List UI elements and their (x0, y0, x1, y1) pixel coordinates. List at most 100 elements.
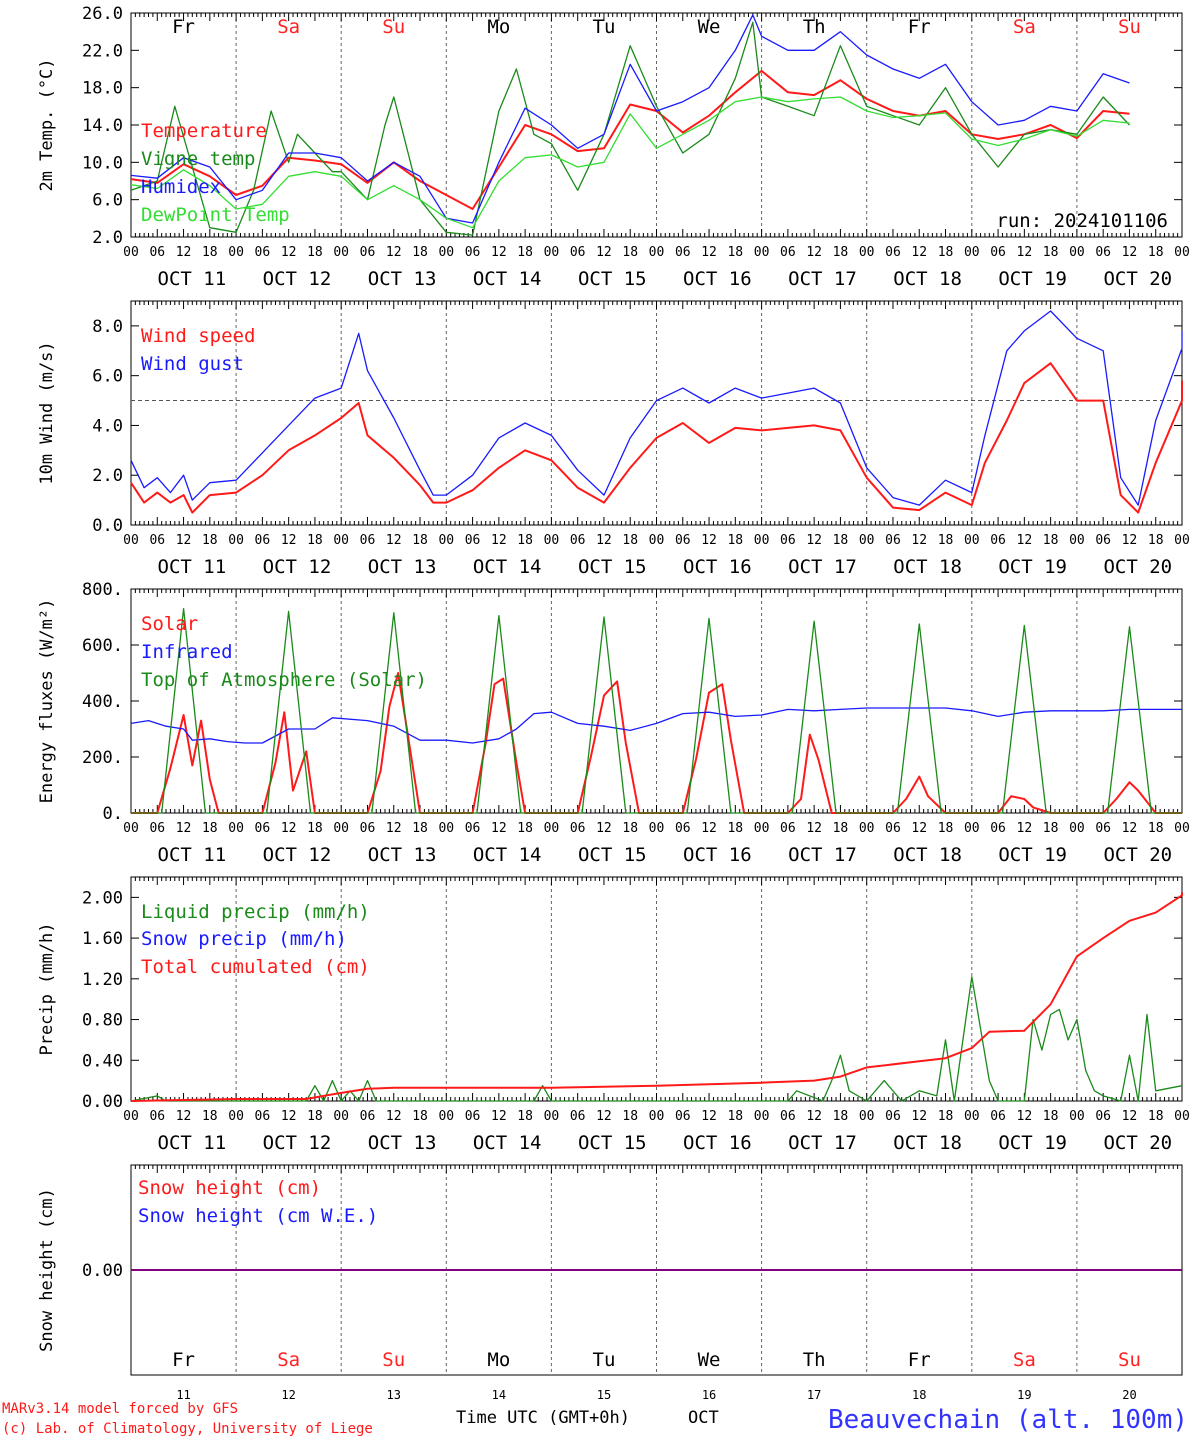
hour-tick-label: 12 (1017, 533, 1033, 548)
weekday-label: Sa (277, 1349, 300, 1371)
hour-tick-label: 12 (1017, 1109, 1033, 1124)
y-tick-label: 0.00 (82, 1261, 123, 1281)
hour-tick-label: 06 (675, 245, 691, 260)
hour-tick-label: 18 (412, 821, 428, 836)
hour-tick-label: 18 (622, 1109, 638, 1124)
day-number-label: 18 (912, 1388, 926, 1402)
hour-tick-label: 12 (1122, 821, 1138, 836)
y-axis-title: Energy fluxes (W/m²) (37, 599, 57, 804)
day-date-label: OCT 20 (1103, 1132, 1172, 1154)
hour-tick-label: 06 (885, 245, 901, 260)
hour-tick-label: 12 (1017, 821, 1033, 836)
hour-tick-label: 18 (202, 533, 218, 548)
series-line (131, 607, 1182, 814)
hour-tick-label: 18 (833, 245, 849, 260)
y-tick-label: 800. (82, 580, 123, 600)
series-line (130, 976, 1183, 1102)
legend-label: Snow height (cm) (138, 1177, 321, 1199)
hour-tick-label: 06 (885, 821, 901, 836)
hour-tick-label: 12 (386, 533, 402, 548)
weekday-label: Mo (487, 16, 510, 38)
hour-tick-label: 00 (228, 821, 244, 836)
hour-tick-label: 00 (754, 821, 770, 836)
hour-tick-label: 18 (622, 533, 638, 548)
hour-tick-label: 12 (596, 533, 612, 548)
day-date-label: OCT 14 (473, 1132, 542, 1154)
legend-label: Infrared (141, 641, 233, 663)
y-tick-label: 0. (103, 804, 123, 824)
weekday-label: Su (1118, 16, 1141, 38)
hour-tick-label: 12 (491, 533, 507, 548)
hour-tick-label: 18 (1043, 821, 1059, 836)
y-tick-label: 6.0 (92, 191, 123, 211)
y-tick-label: 600. (82, 636, 123, 656)
hour-tick-label: 06 (780, 245, 796, 260)
hour-tick-label: 18 (622, 245, 638, 260)
hour-tick-label: 18 (938, 533, 954, 548)
hour-tick-label: 18 (307, 245, 323, 260)
hour-tick-label: 06 (1095, 245, 1111, 260)
hour-tick-label: 06 (360, 1109, 376, 1124)
hour-tick-label: 18 (1148, 1109, 1164, 1124)
y-tick-label: 26.0 (82, 4, 123, 24)
hour-tick-label: 18 (1148, 533, 1164, 548)
day-date-label: OCT 13 (368, 268, 437, 290)
weekday-label: Su (382, 16, 405, 38)
hour-tick-label: 06 (149, 533, 165, 548)
legend-label: Temperature (141, 120, 267, 142)
hour-tick-label: 06 (780, 533, 796, 548)
weekday-label: Fr (172, 16, 195, 38)
y-tick-label: 1.20 (82, 970, 123, 990)
month-label: OCT (688, 1408, 719, 1428)
day-number-label: 11 (176, 1388, 190, 1402)
day-date-label: OCT 14 (473, 556, 542, 578)
day-date-label: OCT 15 (578, 844, 647, 866)
day-date-label: OCT 14 (473, 844, 542, 866)
legend-label: Snow precip (mm/h) (141, 928, 347, 950)
hour-tick-label: 12 (911, 821, 927, 836)
weekday-label: Fr (908, 16, 931, 38)
hour-tick-label: 00 (1069, 1109, 1085, 1124)
hour-tick-label: 00 (754, 533, 770, 548)
hour-tick-label: 00 (1174, 821, 1190, 836)
hour-tick-label: 00 (123, 533, 139, 548)
y-tick-label: 6.0 (92, 367, 123, 387)
series-line (130, 892, 1183, 1102)
hour-tick-label: 00 (859, 533, 875, 548)
time-axis-title: Time UTC (GMT+0h) (456, 1408, 630, 1428)
hour-tick-label: 00 (544, 1109, 560, 1124)
hour-tick-label: 06 (360, 533, 376, 548)
hour-tick-label: 12 (281, 245, 297, 260)
panel-snow: 0.00 Snow height (cm) Fr 11 Sa 12 Su 13 Mo 14 Tu 15… (37, 1164, 1183, 1402)
hour-tick-label: 12 (1122, 245, 1138, 260)
y-tick-label: 0.0 (92, 516, 123, 536)
hour-tick-label: 18 (517, 533, 533, 548)
day-date-label: OCT 17 (788, 556, 857, 578)
weekday-label: Sa (277, 16, 300, 38)
hour-tick-label: 06 (570, 245, 586, 260)
hour-tick-label: 18 (727, 821, 743, 836)
legend-label: Liquid precip (mm/h) (141, 901, 370, 923)
hour-tick-label: 06 (990, 245, 1006, 260)
hour-tick-label: 06 (675, 1109, 691, 1124)
hour-tick-label: 18 (938, 821, 954, 836)
hour-tick-label: 12 (911, 533, 927, 548)
day-date-label: OCT 20 (1103, 268, 1172, 290)
legend-label: Wind gust (141, 353, 244, 375)
panel-precip: 0.00 0.40 0.80 1.20 1.60 2.00 Precip (mm/h) 00 0… (37, 876, 1190, 1154)
legend-label: Top of Atmosphere (Solar) (141, 669, 427, 691)
day-date-label: OCT 17 (788, 844, 857, 866)
hour-tick-label: 06 (990, 1109, 1006, 1124)
day-date-label: OCT 16 (683, 844, 752, 866)
hour-tick-label: 12 (806, 245, 822, 260)
hour-tick-label: 12 (281, 821, 297, 836)
hour-tick-label: 12 (701, 245, 717, 260)
hour-tick-label: 12 (911, 245, 927, 260)
hour-tick-label: 00 (333, 533, 349, 548)
y-tick-label: 0.80 (82, 1011, 123, 1031)
y-tick-label: 2.0 (92, 466, 123, 486)
day-number-label: 16 (702, 1388, 716, 1402)
day-date-label: OCT 19 (998, 1132, 1067, 1154)
hour-tick-label: 06 (149, 1109, 165, 1124)
